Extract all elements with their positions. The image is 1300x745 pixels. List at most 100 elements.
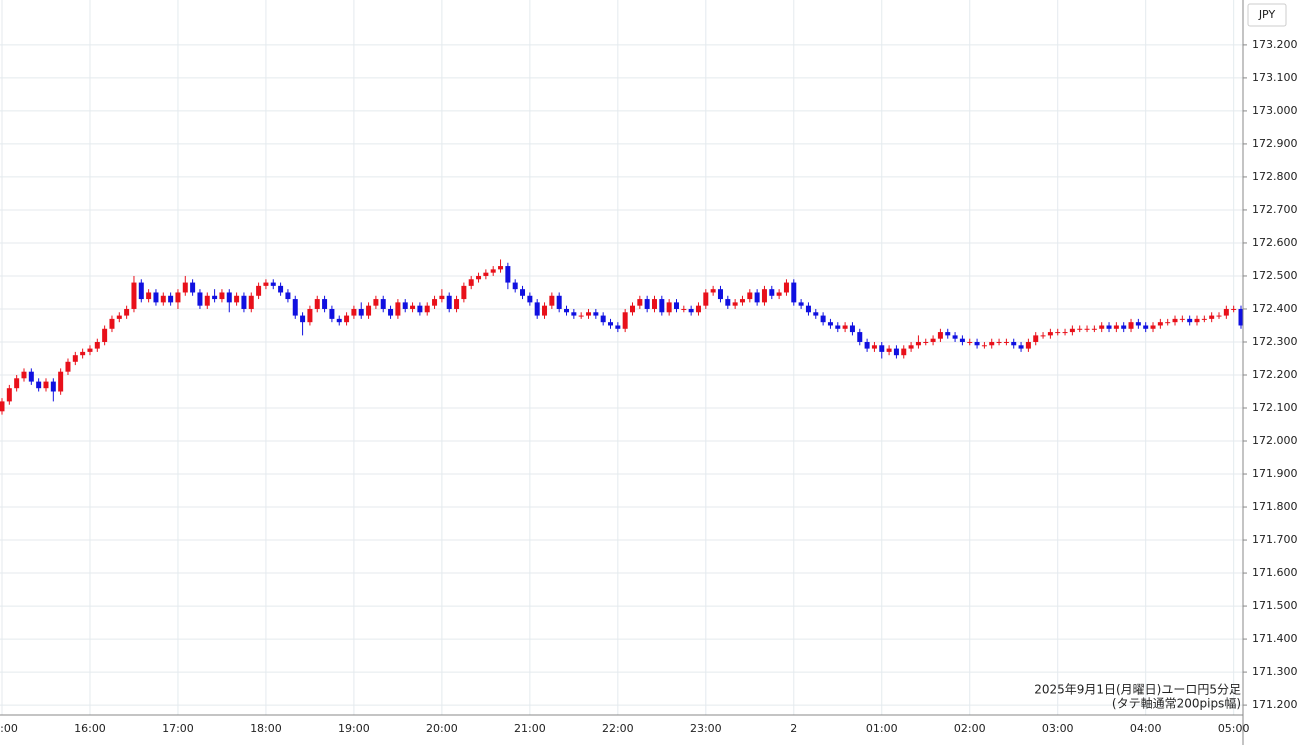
x-tick-label: 05:00 (1218, 722, 1250, 735)
candle-body (153, 292, 159, 303)
candle-body (6, 388, 12, 402)
candle-body (300, 315, 306, 323)
candle-body (842, 325, 848, 329)
candle-body (366, 305, 372, 316)
candle-body (600, 315, 606, 323)
candle-body (644, 299, 650, 309)
candle-body (820, 315, 826, 323)
candle-body (549, 295, 555, 306)
candle-body (1201, 318, 1207, 320)
candle-body (285, 292, 291, 300)
candle-body (754, 292, 760, 303)
candle-body (226, 292, 232, 303)
candle-body (556, 295, 562, 309)
candle-body (314, 299, 320, 309)
candle-body (571, 312, 577, 316)
candle-body (527, 295, 533, 303)
candle-body (1025, 341, 1031, 349)
candle-body (776, 292, 782, 296)
candle-body (798, 302, 804, 306)
x-tick-label: 03:00 (1042, 722, 1074, 735)
candle-body (138, 282, 144, 300)
candle-body (564, 308, 570, 313)
x-tick-label: 17:00 (162, 722, 194, 735)
candle-body (204, 295, 210, 306)
candle-body (827, 322, 833, 326)
candle-body (1047, 332, 1053, 336)
y-tick-label: 171.500 (1252, 599, 1298, 612)
y-tick-label: 173.000 (1252, 104, 1298, 117)
annotation: (タテ軸通常200pips幅) (1112, 696, 1241, 711)
candle-body (461, 285, 467, 300)
candle-body (952, 335, 958, 339)
y-tick-label: 171.600 (1252, 566, 1298, 579)
candle-body (1223, 308, 1229, 316)
candle-body (1011, 341, 1017, 346)
candle-body (1128, 322, 1134, 329)
candle-body (21, 371, 27, 379)
candle-body (1069, 328, 1075, 333)
candle-body (256, 285, 262, 296)
candle-body (886, 348, 892, 352)
candle-body (1187, 318, 1193, 323)
candle-body (175, 292, 181, 303)
candle-body (351, 308, 357, 316)
candle-body (94, 341, 100, 349)
candle-body (512, 282, 518, 290)
candle-body (901, 348, 907, 356)
candle-body (116, 315, 122, 319)
candle-body (43, 381, 49, 389)
candle-body (490, 269, 496, 273)
candle-body (1216, 315, 1222, 317)
candle-body (1003, 341, 1009, 343)
y-tick-label: 172.200 (1252, 368, 1298, 381)
candle-body (989, 341, 995, 346)
candle-body (505, 266, 511, 283)
candle-body (190, 282, 196, 293)
candle-body (629, 305, 635, 313)
candle-body (1172, 318, 1178, 323)
y-tick-label: 172.600 (1252, 236, 1298, 249)
candle-body (417, 305, 423, 313)
y-tick-label: 173.100 (1252, 71, 1298, 84)
x-tick-label: 16:00 (74, 722, 106, 735)
candle-body (769, 289, 775, 296)
candle-body (234, 295, 240, 303)
candle-body (131, 282, 137, 309)
candle-body (967, 341, 973, 343)
candle-body (1209, 315, 1215, 319)
y-tick-label: 171.800 (1252, 500, 1298, 513)
candle-body (937, 332, 943, 339)
candle-body (446, 295, 452, 309)
x-tick-label: 01:00 (866, 722, 898, 735)
candle-body (1033, 335, 1039, 342)
candle-body (783, 282, 789, 293)
candle-body (263, 282, 269, 286)
candle-body (981, 345, 987, 347)
candle-body (681, 308, 687, 310)
candle-body (380, 299, 386, 309)
grid (0, 0, 1243, 715)
x-tick-label: 21:00 (514, 722, 546, 735)
candle-body (637, 299, 643, 306)
candle-body (659, 299, 665, 313)
candle-body (608, 322, 614, 326)
candle-body (160, 295, 166, 303)
candle-body (1150, 325, 1156, 329)
candle-body (388, 308, 394, 316)
candle-body (915, 341, 921, 346)
candle-body (278, 285, 284, 293)
candle-body (1135, 322, 1141, 326)
candle-body (534, 302, 540, 316)
candle-body (857, 332, 863, 342)
annotation: 2025年9月1日(月曜日)ユーロ円5分足 (1034, 683, 1241, 697)
candle-body (373, 299, 379, 306)
candle-body (14, 378, 20, 389)
candle-body (402, 302, 408, 309)
candle-body (1143, 325, 1149, 329)
candle-body (50, 381, 56, 392)
candle-body (615, 325, 621, 329)
candle-body (1179, 318, 1185, 320)
candle-body (739, 299, 745, 303)
